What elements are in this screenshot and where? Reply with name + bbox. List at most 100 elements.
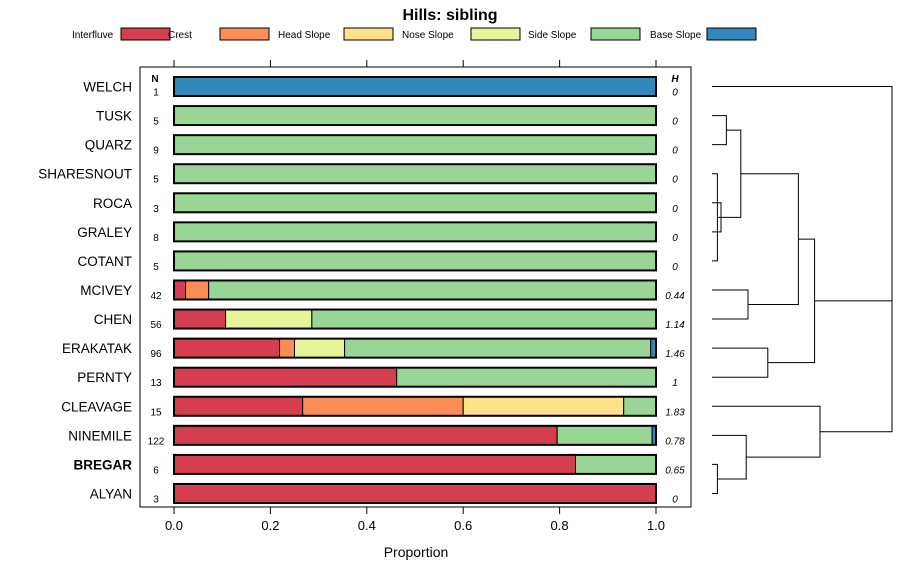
bar-segment-interfluve — [173, 367, 398, 388]
bar-segment-interfluve — [173, 454, 577, 475]
row-cotant: COTANT 5 0 — [78, 250, 678, 273]
row-erakatak: ERAKATAK 96 1.46 — [62, 337, 685, 360]
bar-segment-interfluve — [173, 396, 304, 417]
dendrogram-link-f — [712, 289, 749, 320]
row-graley: GRALEY 8 0 — [77, 221, 678, 244]
bar-segment-base-slope — [173, 76, 657, 97]
bar-segment-interfluve — [173, 279, 187, 300]
row-label: QUARZ — [85, 138, 132, 153]
dendrogram-link-e — [726, 129, 742, 218]
bar-segment-crest — [302, 396, 464, 417]
row-h-value: 1.83 — [665, 407, 685, 418]
row-label: BREGAR — [73, 457, 132, 472]
row-chen: CHEN 56 1.14 — [94, 308, 685, 331]
row-h-value: 0 — [672, 262, 678, 273]
row-label: ERAKATAK — [62, 341, 132, 356]
bar-segment-head-slope — [462, 396, 625, 417]
dendrogram-link-i — [767, 238, 816, 364]
bar-outline — [173, 453, 657, 475]
legend-swatch-head-slope — [343, 27, 394, 41]
row-h-value: 0.44 — [665, 291, 685, 302]
dendrogram-link-j — [712, 463, 718, 494]
legend-label-base-slope: Base Slope — [650, 30, 702, 41]
row-welch: WELCH 1 0 — [83, 76, 678, 99]
bar-outline — [173, 482, 657, 504]
row-pernty: PERNTY 13 1 — [77, 366, 678, 389]
legend-swatch-side-slope — [590, 27, 641, 41]
row-n-value: 5 — [153, 262, 159, 273]
row-label: CHEN — [94, 312, 132, 327]
row-h-value: 0 — [672, 88, 678, 99]
bar-outline — [173, 279, 657, 301]
row-label: SHARESNOUT — [38, 167, 132, 182]
bar-segment-side-slope — [173, 163, 657, 184]
row-label: MCIVEY — [80, 283, 132, 298]
bar-outline — [173, 192, 657, 214]
bar-segment-side-slope — [396, 367, 657, 388]
legend-swatch-interfluve — [120, 27, 171, 41]
row-roca: ROCA 3 0 — [93, 192, 678, 215]
row-n-value: 6 — [153, 465, 159, 476]
row-alyan: ALYAN 3 0 — [90, 482, 678, 505]
bar-segment-side-slope — [575, 454, 657, 475]
row-n-value: 13 — [150, 378, 162, 389]
chart-title: Hills: sibling — [402, 7, 497, 24]
legend: Interfluve Crest Head Slope Nose Slope Side … — [72, 27, 757, 41]
row-label: ALYAN — [90, 486, 132, 501]
legend-swatch-base-slope — [706, 27, 757, 41]
bar-segment-nose-slope — [294, 338, 346, 359]
bar-segment-side-slope — [173, 221, 657, 242]
row-sharesnout: SHARESNOUT 5 0 — [38, 163, 678, 186]
bar-segment-side-slope — [173, 192, 657, 213]
bar-outline — [173, 163, 657, 185]
bar-segment-side-slope — [208, 279, 657, 300]
row-h-value: 1.46 — [665, 349, 685, 360]
plot-frame — [139, 66, 692, 508]
row-label: TUSK — [96, 109, 132, 124]
row-cleavage: CLEAVAGE 15 1.83 — [61, 395, 685, 418]
bar-segment-interfluve — [173, 483, 657, 504]
bar-segment-crest — [185, 279, 210, 300]
bar-outline — [173, 424, 657, 446]
row-label: PERNTY — [77, 370, 132, 385]
row-label: ROCA — [93, 196, 132, 211]
row-label: COTANT — [78, 254, 133, 269]
h-column-header: H — [671, 74, 679, 85]
row-h-value: 0.78 — [665, 436, 685, 447]
row-h-value: 0 — [672, 204, 678, 215]
row-h-value: 0 — [672, 117, 678, 128]
dendrogram-link-c — [712, 115, 727, 146]
row-mcivey: MCIVEY 42 0.44 — [80, 279, 685, 302]
x-axis-title: Proportion — [384, 544, 449, 560]
legend-label-crest: Crest — [168, 30, 192, 41]
row-h-value: 0 — [672, 233, 678, 244]
legend-label-interfluve: Interfluve — [72, 30, 114, 41]
row-ninemile: NINEMILE 122 0.78 — [68, 424, 685, 447]
dendrogram-link-n — [712, 86, 893, 367]
row-n-value: 3 — [153, 204, 159, 215]
bar-segment-side-slope — [173, 250, 657, 271]
row-n-value: 42 — [150, 291, 162, 302]
x-tick-label-0-2: 0.2 — [261, 518, 279, 533]
dendrogram-link-a — [712, 173, 718, 262]
legend-swatch-crest — [219, 27, 270, 41]
bar-outline — [173, 76, 657, 97]
bar-outline — [173, 250, 657, 272]
bar-outline — [173, 308, 657, 330]
row-n-value: 122 — [148, 436, 165, 447]
bar-segment-nose-slope — [225, 309, 313, 330]
row-n-value: 15 — [150, 407, 162, 418]
bar-outline — [173, 105, 657, 127]
row-h-value: 0.65 — [665, 465, 685, 476]
row-n-value: 3 — [153, 494, 159, 505]
bar-segment-interfluve — [173, 425, 558, 446]
bar-segment-interfluve — [173, 309, 227, 330]
bar-segment-side-slope — [173, 134, 657, 155]
legend-swatch-nose-slope — [470, 27, 521, 41]
dendrogram — [712, 86, 893, 494]
bar-segment-side-slope — [173, 105, 657, 126]
row-label: CLEAVAGE — [61, 399, 132, 414]
bar-outline — [173, 221, 657, 243]
n-column-header: N — [151, 74, 158, 85]
